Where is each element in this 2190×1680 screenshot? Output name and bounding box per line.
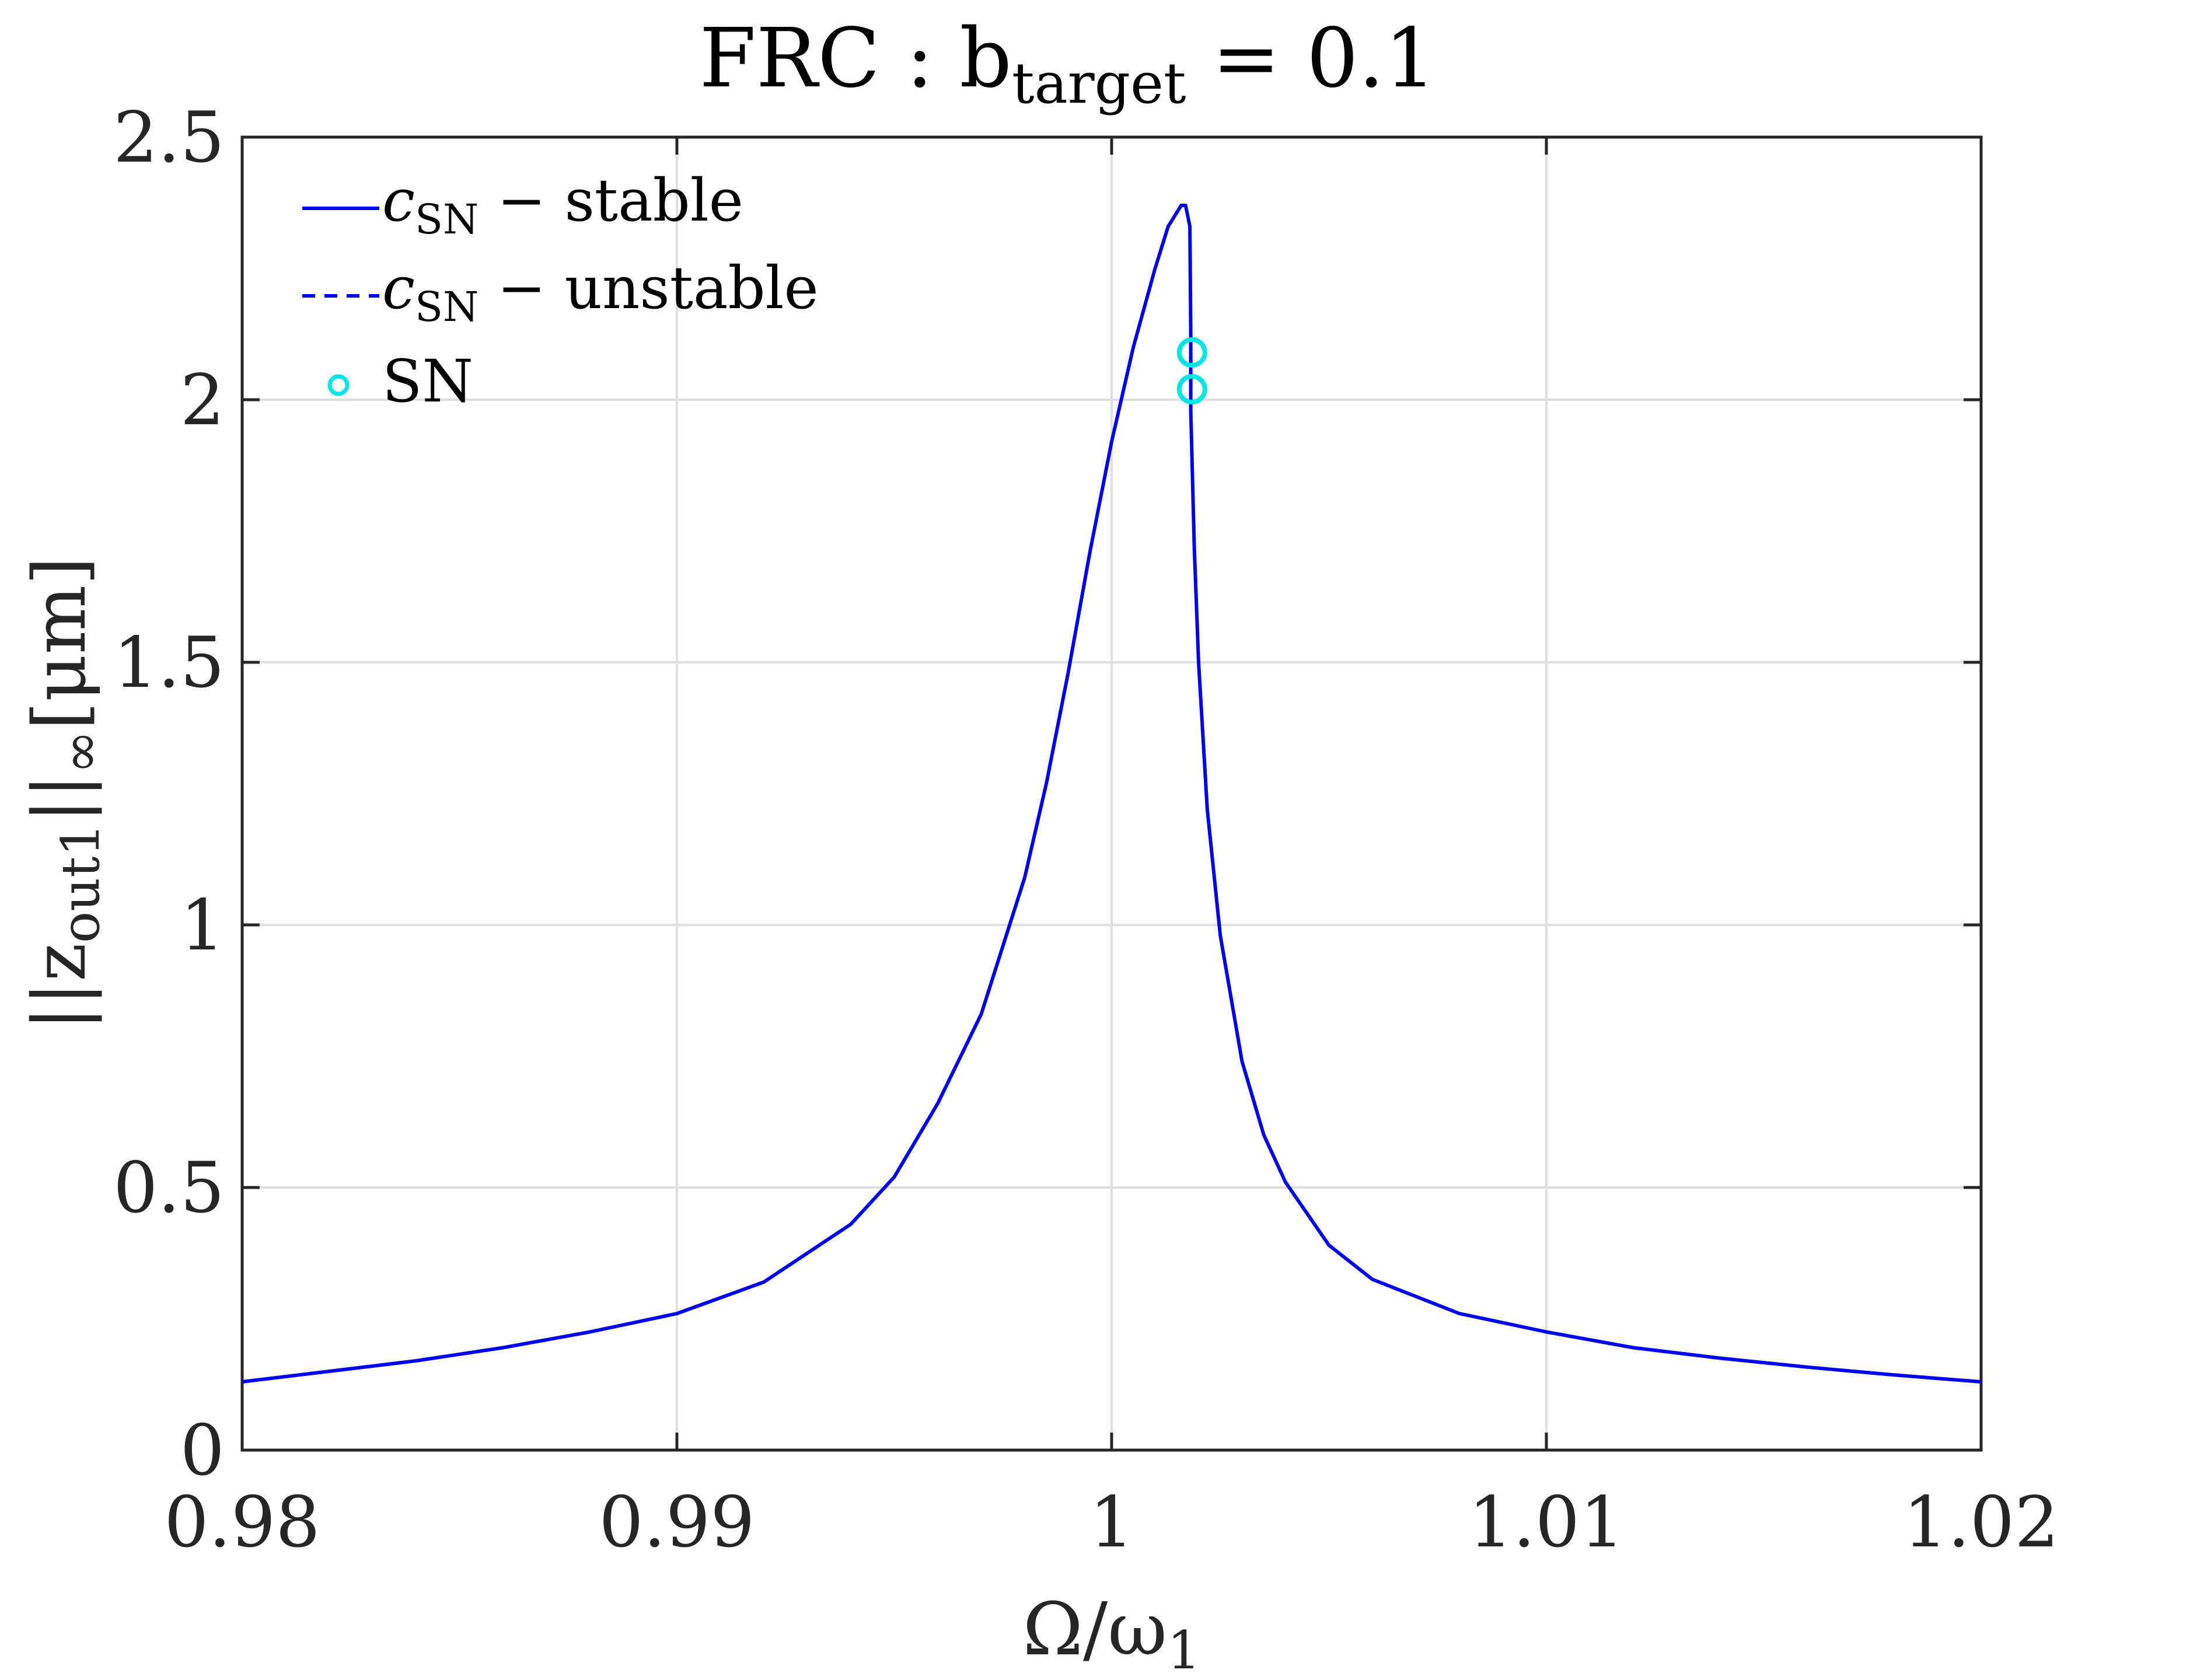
x-tick-label: 1.02 [1903,1482,2059,1563]
legend-label-unstable: cSN − unstable [382,254,819,331]
x-axis-label: Ω/ω1 [1023,1587,1201,1680]
sn-marker-point [1176,374,1207,404]
axis-ticks: 0.98 0.99 1 1.01 1.02 0 0.5 1 1.5 2 2.5 [113,97,2059,1563]
sn-markers [1176,337,1207,404]
legend-swatch-sn [327,374,350,396]
y-tick-label: 2 [180,360,225,441]
y-axis-label: ||zout1||∞[μm] [18,557,111,1031]
y-tick-label: 0 [180,1410,225,1492]
y-tick-label: 0.5 [113,1148,225,1229]
y-tick-label: 2.5 [113,97,225,179]
legend: cSN − stable cSN − unstable SN [302,166,819,415]
series-line-stable [242,204,1982,1384]
x-tick-label: 0.99 [599,1482,755,1563]
y-tick-label: 1 [180,885,225,966]
legend-label-sn: SN [382,347,473,415]
x-tick-label: 1.01 [1468,1482,1624,1563]
chart-title: FRC : btarget = 0.1 [700,11,1437,116]
x-tick-label: 0.98 [164,1482,320,1563]
legend-label-stable: cSN − stable [382,166,743,243]
x-tick-label: 1 [1089,1482,1134,1563]
sn-marker-point [1176,337,1207,368]
gridlines [242,137,1981,1450]
series-layer [242,204,1982,1384]
y-tick-label: 1.5 [113,623,225,704]
